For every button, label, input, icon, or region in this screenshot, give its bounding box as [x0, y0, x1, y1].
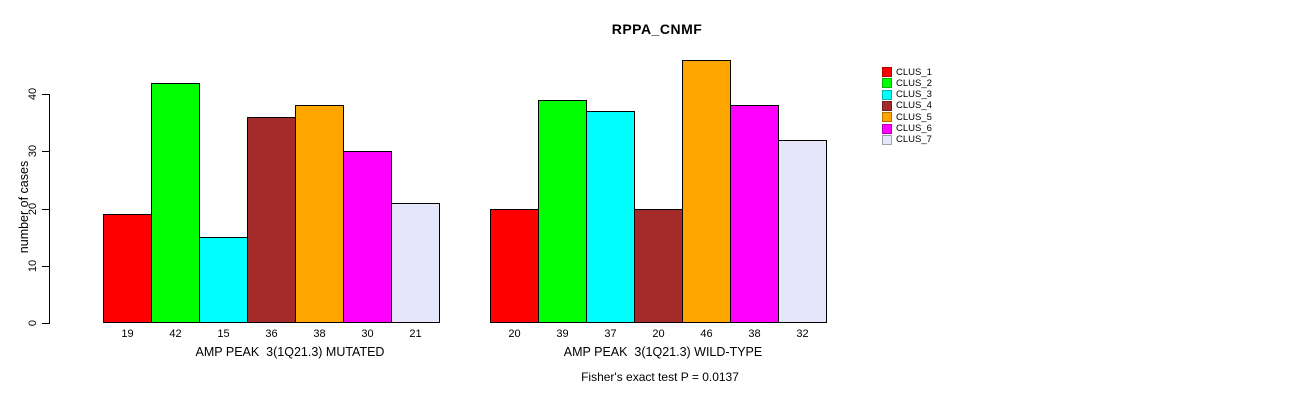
bar-value-label: 36 — [265, 328, 278, 340]
chart-title: RPPA_CNMF — [611, 21, 703, 37]
legend-label-clus_6: CLUS_6 — [896, 123, 932, 135]
bar-clus_1-group1 — [103, 214, 152, 323]
legend-swatch-clus_7 — [882, 134, 892, 145]
bar-clus_2-group1 — [151, 82, 200, 323]
bar-value-label: 38 — [313, 328, 326, 340]
bar-value-label: 46 — [700, 328, 713, 340]
legend-label-clus_2: CLUS_2 — [896, 77, 932, 89]
bar-clus_4-group1 — [247, 116, 296, 323]
legend-label-clus_1: CLUS_1 — [896, 66, 932, 78]
bar-clus_4-group2 — [634, 208, 683, 323]
legend-label-clus_7: CLUS_7 — [896, 134, 932, 146]
y-axis-tick-label: 10 — [27, 259, 39, 272]
bar-value-label: 19 — [121, 328, 134, 340]
legend-swatch-clus_4 — [882, 100, 892, 111]
bar-value-label: 30 — [361, 328, 374, 340]
legend-swatch-clus_5 — [882, 112, 892, 123]
bar-value-label: 32 — [796, 328, 809, 340]
bar-clus_1-group2 — [490, 208, 539, 323]
legend-label-clus_5: CLUS_5 — [896, 111, 932, 123]
fisher-test-note: Fisher's exact test P = 0.0137 — [581, 370, 739, 384]
bar-value-label: 20 — [652, 328, 665, 340]
bar-value-label: 20 — [508, 328, 521, 340]
x-axis-group-label: AMP PEAK 3(1Q21.3) MUTATED — [195, 345, 385, 359]
bar-clus_5-group1 — [295, 105, 344, 323]
legend-label-clus_4: CLUS_4 — [896, 100, 932, 112]
legend-swatch-clus_3 — [882, 89, 892, 100]
y-axis-tick — [42, 208, 49, 210]
y-axis-tick-label: 20 — [27, 202, 39, 215]
y-axis-tick-label: 0 — [27, 319, 39, 327]
y-axis-tick — [42, 323, 49, 324]
y-axis-tick-label: 30 — [27, 145, 39, 158]
y-axis-tick — [42, 151, 49, 153]
bar-value-label: 38 — [748, 328, 761, 340]
x-axis-group-label: AMP PEAK 3(1Q21.3) WILD-TYPE — [563, 345, 763, 359]
bar-value-label: 42 — [169, 328, 182, 340]
bar-clus_3-group1 — [199, 237, 248, 323]
bar-clus_6-group1 — [343, 151, 392, 323]
legend-swatch-clus_1 — [882, 67, 892, 77]
legend-label-clus_3: CLUS_3 — [896, 89, 932, 101]
bar-clus_3-group2 — [586, 111, 635, 323]
bar-value-label: 21 — [409, 328, 422, 340]
bar-value-label: 37 — [604, 328, 617, 340]
legend-swatch-clus_2 — [882, 78, 892, 89]
y-axis-line — [49, 94, 50, 324]
bar-clus_5-group2 — [682, 59, 731, 323]
bar-clus_7-group2 — [778, 139, 827, 323]
bar-clus_7-group1 — [391, 202, 440, 323]
y-axis-tick — [42, 94, 49, 95]
bar-value-label: 15 — [217, 328, 230, 340]
y-axis-tick-label: 40 — [27, 87, 39, 101]
legend-swatch-clus_6 — [882, 123, 892, 134]
bar-value-label: 39 — [556, 328, 569, 340]
y-axis-tick — [42, 265, 49, 267]
bar-clus_2-group2 — [538, 99, 587, 323]
bar-clus_6-group2 — [730, 105, 779, 323]
